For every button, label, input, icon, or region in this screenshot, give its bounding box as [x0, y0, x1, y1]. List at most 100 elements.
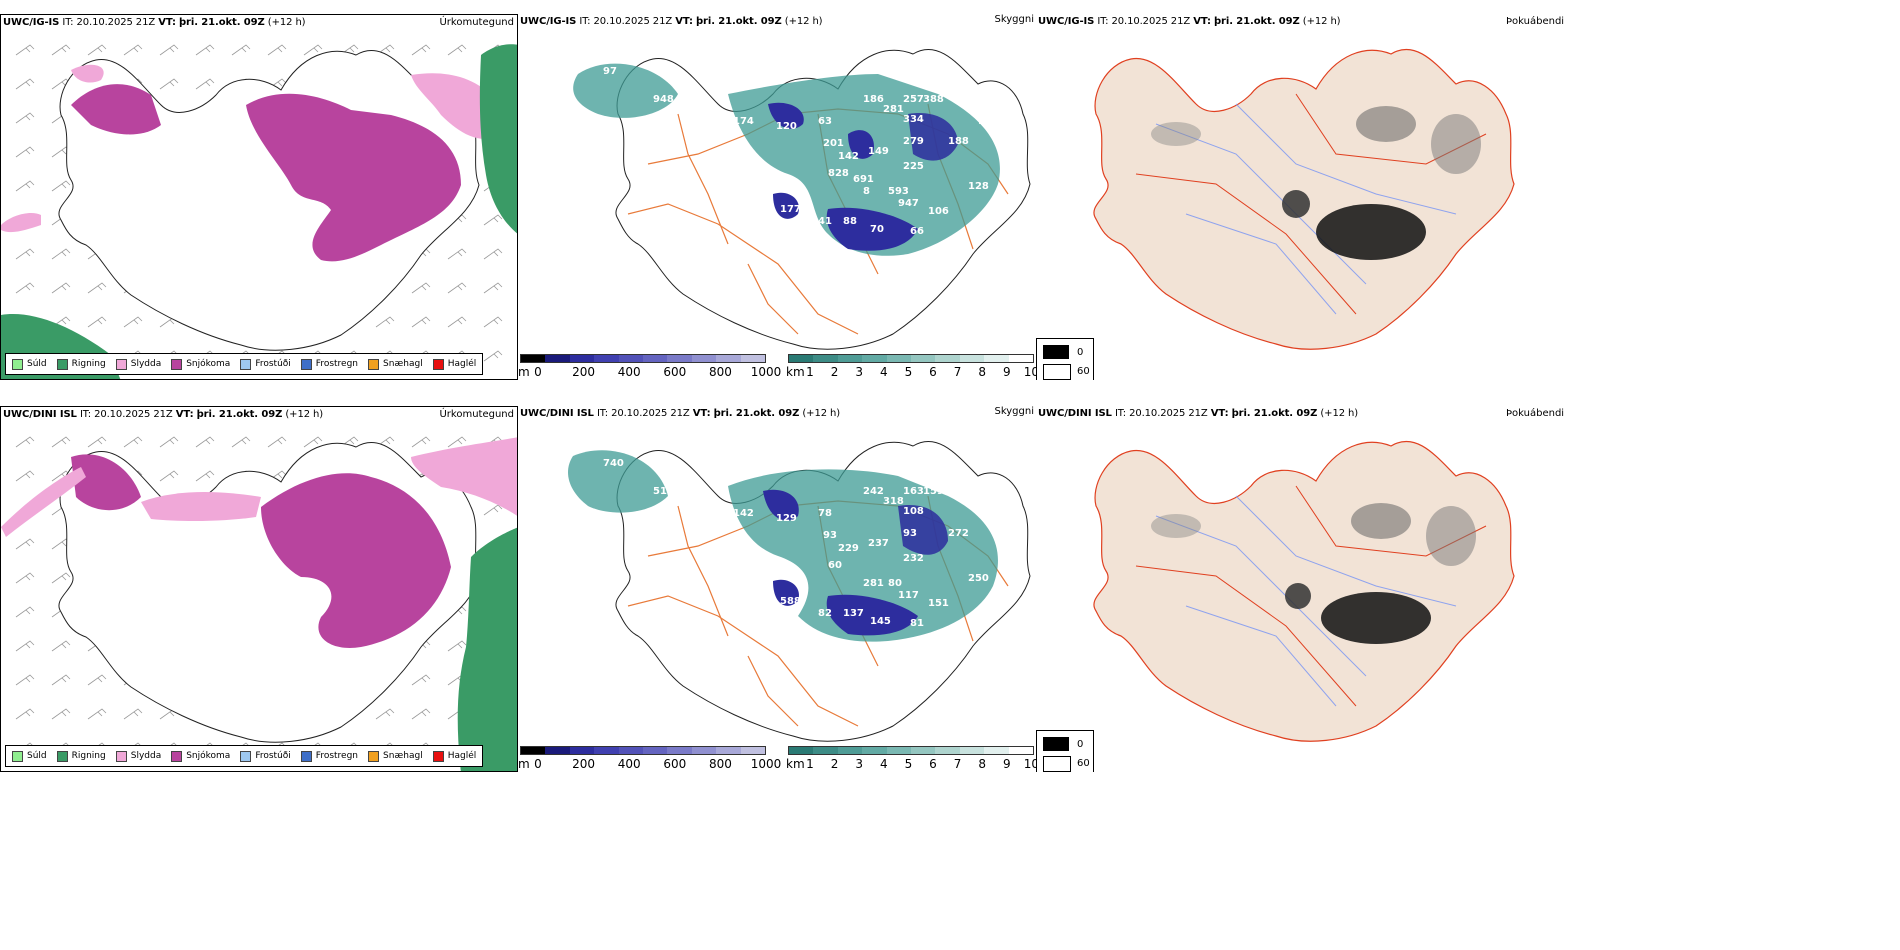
cloudbase-value: 334 — [903, 114, 924, 125]
cloudbase-value: 93 — [823, 530, 837, 541]
cloudbase-value: 186 — [863, 94, 884, 105]
legend-swatch — [300, 750, 312, 762]
legend-item-snjókoma: Snjókoma — [171, 358, 230, 370]
visibility-tick: 2 — [830, 365, 839, 379]
cloudbase-value: 242 — [863, 486, 884, 497]
cloudbase-unit: m — [518, 365, 530, 379]
legend-item-snæhagl: Snæhagl — [368, 750, 423, 762]
wind-barb — [447, 640, 467, 652]
cloudbase-value: 117 — [898, 590, 919, 601]
legend-swatch — [432, 750, 444, 762]
road-line — [747, 263, 799, 335]
wind-barb — [51, 180, 71, 192]
legend-label: Frostúði — [255, 751, 291, 761]
cloudbase-tick: 0 — [534, 365, 542, 379]
field-name: Skyggni — [994, 14, 1034, 25]
cloudbase-tick: 800 — [708, 757, 732, 771]
cloudbase-value: 828 — [828, 168, 849, 179]
field-name: Úrkomutegund — [439, 409, 514, 420]
cloudbase-tick: 800 — [708, 365, 732, 379]
panel-header: UWC/IG-IS IT: 20.10.2025 21Z VT: þri. 21… — [520, 16, 823, 27]
cloudbase-value: 97 — [603, 66, 617, 77]
legend-label: Frostregn — [315, 359, 359, 369]
wind-barb — [15, 572, 35, 584]
cloudbase-value: 174 — [733, 116, 754, 127]
cloudbase-value: 70 — [870, 224, 884, 235]
visibility-unit: km — [786, 757, 805, 771]
legend-item-frostregn: Frostregn — [300, 750, 358, 762]
cloudbase-colorbar: m 0 200 400 600 800 1000 — [518, 746, 781, 772]
wind-barb — [483, 316, 503, 328]
wind-barb — [483, 282, 503, 294]
cloudbase-value: 60 — [828, 560, 842, 571]
cloudbase-value: 88 — [843, 216, 857, 227]
visibility-colorbar: km 1 2 3 4 5 6 7 8 9 10 — [786, 354, 1036, 380]
wind-barb — [483, 504, 503, 516]
legend-item-rigning: Rigning — [56, 358, 106, 370]
fog-legend-high: 60 — [1077, 758, 1090, 769]
legend-swatch — [115, 750, 127, 762]
cloudbase-value: 279 — [903, 136, 924, 147]
legend-swatch — [240, 358, 252, 370]
wind-barb — [51, 640, 71, 652]
wind-barb — [267, 436, 287, 448]
legend-swatch — [368, 358, 380, 370]
wind-barb — [123, 316, 143, 328]
wind-barb — [159, 78, 179, 90]
wind-barb — [123, 436, 143, 448]
wind-barb — [15, 248, 35, 260]
legend-item-snjókoma: Snjókoma — [171, 750, 230, 762]
legend-label: Snæhagl — [383, 751, 423, 761]
cloudbase-tick: 600 — [663, 365, 687, 379]
wind-barb — [51, 436, 71, 448]
wind-barb — [159, 436, 179, 448]
legend-label: Haglél — [447, 359, 477, 369]
wind-barb — [87, 674, 107, 686]
wind-barb — [123, 708, 143, 720]
cloudbase-value: 691 — [853, 174, 874, 185]
cloudbase-value: 947 — [898, 198, 919, 209]
cloudbase-value: 93 — [903, 528, 917, 539]
visibility-tick: 8 — [978, 365, 987, 379]
road-line — [747, 655, 799, 727]
cloudbase-value: 108 — [903, 506, 924, 517]
wind-barb — [267, 44, 287, 56]
wind-barb — [15, 436, 35, 448]
cloudbase-value: 281 — [883, 104, 904, 115]
wind-barb — [411, 708, 431, 720]
road-line — [677, 113, 729, 245]
precip-legend: Súld Rigning Slydda Snjókoma Frostúði Frostre… — [5, 745, 484, 767]
wind-barb — [87, 282, 107, 294]
precip-map — [1, 44, 517, 379]
wind-barb — [15, 606, 35, 618]
panel-header: UWC/DINI ISL IT: 20.10.2025 21Z VT: þri.… — [3, 409, 324, 420]
wind-barb — [447, 248, 467, 260]
legend-swatch — [240, 750, 252, 762]
wind-barb — [411, 316, 431, 328]
cloudbase-value: 229 — [838, 543, 859, 554]
wind-barb — [51, 572, 71, 584]
cloudbase-unit: m — [518, 757, 530, 771]
legend-label: Slydda — [130, 359, 162, 369]
visibility-tick: 2 — [830, 757, 839, 771]
legend-item-súld: Súld — [12, 358, 47, 370]
cloudbase-value: 237 — [868, 538, 889, 549]
legend-label: Slydda — [130, 751, 162, 761]
cloudbase-tick: 200 — [572, 757, 596, 771]
legend-label: Súld — [27, 359, 47, 369]
cloudbase-value: 151 — [928, 598, 949, 609]
visibility-tick: 3 — [855, 365, 864, 379]
legend-swatch — [56, 750, 68, 762]
wind-barb — [15, 44, 35, 56]
wind-barb — [15, 146, 35, 158]
cloudbase-value: 9 — [978, 116, 985, 127]
legend-swatch — [368, 750, 380, 762]
legend-item-frostúði: Frostúði — [240, 358, 291, 370]
precip-map — [1, 436, 517, 771]
legend-label: Rigning — [71, 359, 106, 369]
cloudbase-value: 82 — [818, 608, 832, 619]
legend-item-haglél: Haglél — [432, 750, 476, 762]
panel-header: UWC/DINI ISL IT: 20.10.2025 21Z VT: þri.… — [1038, 408, 1359, 419]
wind-barb — [51, 708, 71, 720]
road-line — [627, 595, 859, 727]
